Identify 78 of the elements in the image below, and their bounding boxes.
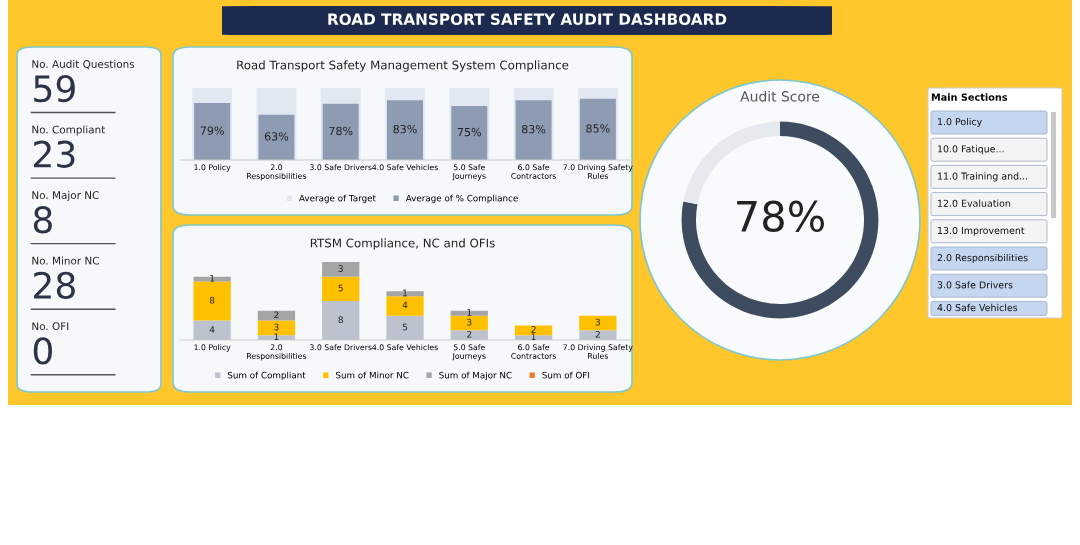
bar <box>194 103 231 160</box>
bar <box>579 315 617 331</box>
category-label: 1.0 Policy <box>938 117 982 128</box>
bar <box>193 276 231 282</box>
data-label: 4 <box>402 301 408 309</box>
legend-label: Average of Target <box>299 194 376 204</box>
data-label: 2 <box>467 330 472 338</box>
data-label: 23 <box>34 140 75 168</box>
legend-label: Sum of OFI <box>542 371 590 379</box>
bar <box>386 291 424 297</box>
data-label: 83% <box>393 124 417 134</box>
data-label: 8 <box>33 206 52 234</box>
data-label: 1 <box>531 333 536 341</box>
text: 78% <box>737 200 825 233</box>
text: ROAD TRANSPORT SAFETY AUDIT DASHBOARD <box>328 13 727 25</box>
category-label: 2.0 Responsibilities <box>937 253 1028 264</box>
bar <box>387 100 423 160</box>
chart-title: Road Transport Safety Management System Compliance <box>237 60 569 72</box>
bar <box>193 281 231 321</box>
data-label: 85% <box>586 124 610 133</box>
data-label: 8 <box>338 316 343 324</box>
data-label: 79% <box>200 126 224 135</box>
data-label: 3 <box>338 265 343 272</box>
bar <box>451 106 488 160</box>
category-label: No. Compliant <box>32 125 106 136</box>
data-label: 1 <box>210 274 215 282</box>
category-label: 11.0 Training and... <box>938 172 1028 182</box>
bar <box>579 98 616 160</box>
text: Main Sections <box>931 93 1008 101</box>
data-label: 0 <box>33 337 52 365</box>
bar <box>258 114 295 160</box>
bar <box>322 276 360 301</box>
chart-title: RTSM Compliance, NC and OFIs <box>310 238 495 250</box>
category-label: No. Audit Questions <box>32 59 135 70</box>
legend-label: Sum of Minor NC <box>336 371 409 379</box>
legend-label: Average of % Compliance <box>405 194 518 204</box>
data-label: 2 <box>274 311 279 319</box>
data-label: 3 <box>595 318 601 326</box>
data-label: 28 <box>34 271 75 299</box>
category-label: 10.0 Fatique... <box>938 145 1004 155</box>
bar <box>450 310 488 316</box>
bar <box>386 296 424 316</box>
bar <box>322 103 359 160</box>
bar <box>322 301 360 340</box>
data-label: 1 <box>467 309 472 316</box>
category-label: 4.0 Safe Vehicles <box>937 303 1018 312</box>
category-label: No. Major NC <box>32 191 99 202</box>
bar <box>579 330 617 340</box>
chart-title: Audit Score <box>740 90 820 102</box>
bar <box>322 262 360 277</box>
bar <box>386 315 424 340</box>
legend-label: Sum of Compliant <box>227 371 306 381</box>
bar <box>193 320 231 340</box>
legend-label: Sum of Major NC <box>439 371 512 381</box>
data-label: 78% <box>329 126 353 136</box>
data-label: 83% <box>521 124 546 134</box>
data-label: 3 <box>467 318 472 326</box>
data-label: 3 <box>274 323 279 331</box>
data-label: 59 <box>34 75 75 103</box>
bar <box>257 310 296 321</box>
category-label: No. Minor NC <box>32 256 99 265</box>
data-label: 5 <box>338 284 343 292</box>
data-label: 4 <box>209 326 215 333</box>
category-label: No. OFI <box>32 322 69 331</box>
donut-slice <box>681 121 879 319</box>
data-label: 2 <box>531 326 536 333</box>
data-label: 8 <box>209 296 215 304</box>
category-label: 12.0 Evaluation <box>938 199 1011 207</box>
data-label: 2 <box>595 330 600 338</box>
data-label: 5 <box>402 323 408 331</box>
data-label: 75% <box>457 127 482 137</box>
bar <box>515 100 552 160</box>
data-label: 1 <box>274 333 279 341</box>
bar <box>450 315 488 331</box>
data-label: 63% <box>264 132 289 141</box>
data-label: 1 <box>403 289 408 297</box>
category-label: 13.0 Improvement <box>938 226 1025 236</box>
category-label: 3.0 Safe Drivers <box>937 281 1013 289</box>
